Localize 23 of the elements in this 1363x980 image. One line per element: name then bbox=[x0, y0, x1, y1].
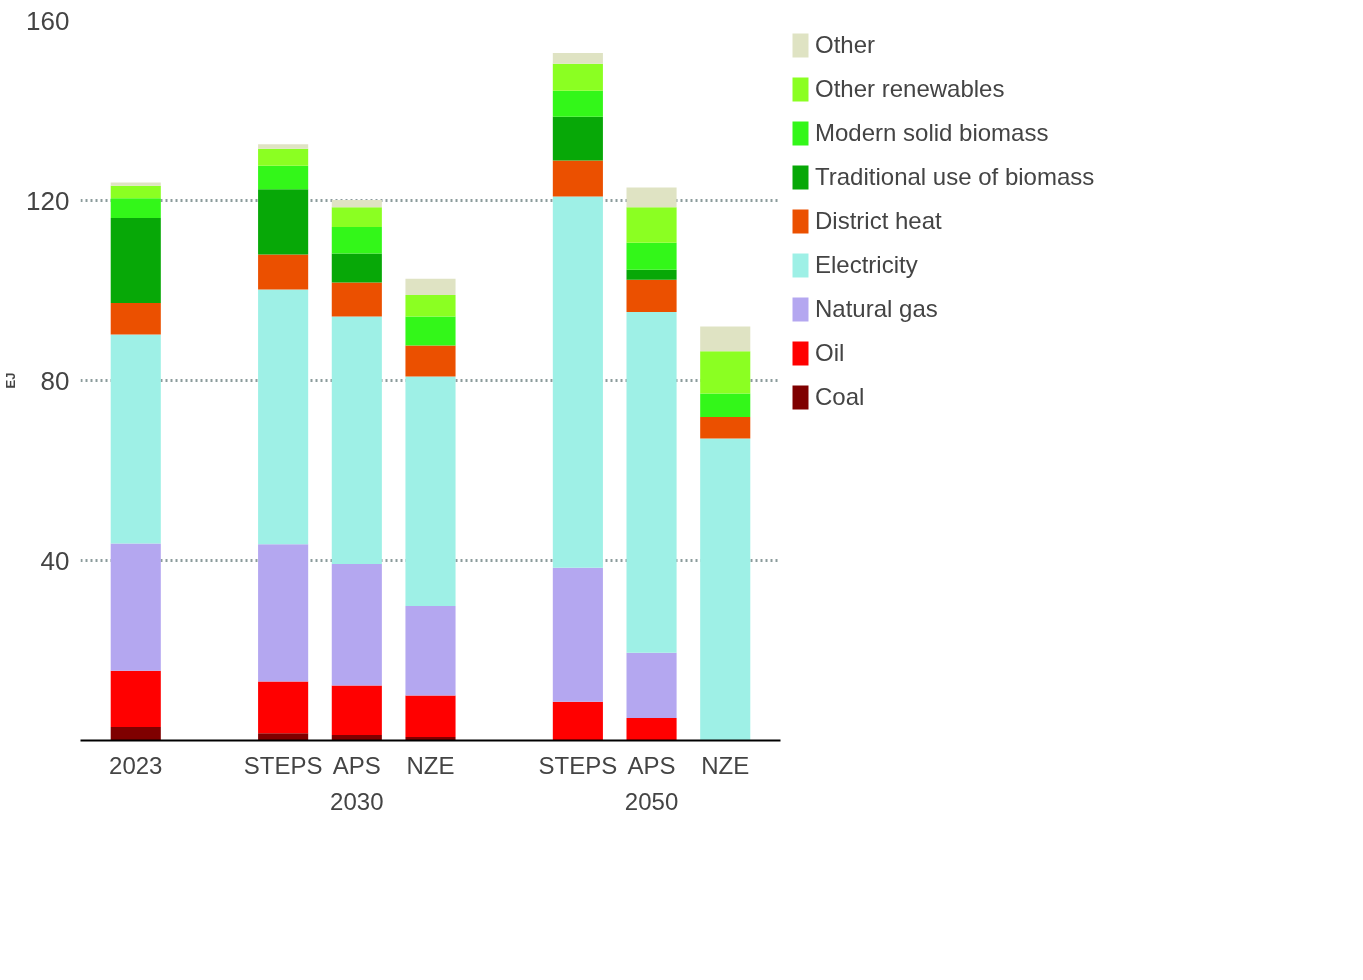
y-tick-label: 40 bbox=[40, 545, 70, 576]
legend-label: Oil bbox=[815, 339, 845, 367]
y-tick-label: 160 bbox=[26, 5, 70, 36]
legend-label: District heat bbox=[815, 207, 942, 235]
x-tick-label: STEPS bbox=[538, 751, 618, 779]
legend-label: Coal bbox=[815, 383, 865, 411]
x-tick-label: STEPS bbox=[243, 751, 323, 779]
x-tick-label: 2023 bbox=[109, 751, 163, 779]
legend-label: Modern solid biomass bbox=[815, 119, 1049, 147]
legend-label: Traditional use of biomass bbox=[815, 163, 1095, 191]
x-tick-label: APS bbox=[627, 751, 676, 779]
y-tick-label: 120 bbox=[26, 185, 70, 216]
x-tick-label: NZE bbox=[701, 751, 750, 779]
x-tick-label: APS bbox=[332, 751, 381, 779]
legend-label: Other bbox=[815, 31, 876, 59]
legend-label: Other renewables bbox=[815, 75, 1005, 103]
legend-label: Electricity bbox=[815, 251, 918, 279]
x-tick-label: NZE bbox=[406, 751, 455, 779]
legend-label: Natural gas bbox=[815, 295, 938, 323]
text: 2030 bbox=[330, 787, 384, 815]
y-tick-label: 80 bbox=[40, 365, 70, 396]
text: 2050 bbox=[624, 787, 679, 815]
y-axis-title: EJ bbox=[3, 372, 19, 389]
